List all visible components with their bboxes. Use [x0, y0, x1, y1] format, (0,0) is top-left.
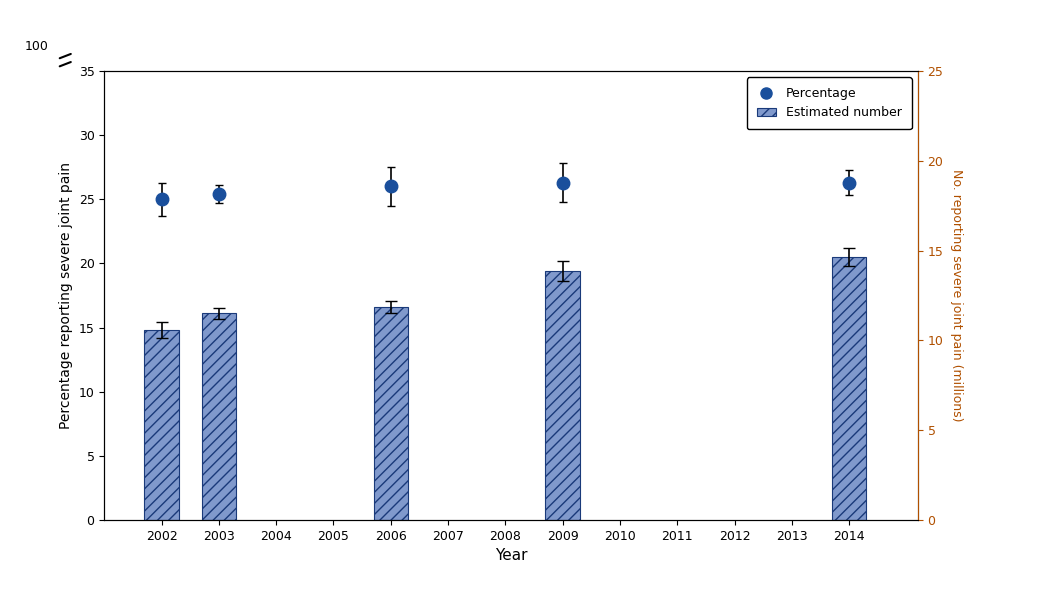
Text: 100: 100 — [25, 40, 49, 53]
Y-axis label: No. reporting severe joint pain (millions): No. reporting severe joint pain (million… — [950, 169, 963, 422]
Bar — [832, 257, 867, 520]
X-axis label: Year: Year — [494, 548, 528, 563]
Bar — [545, 271, 580, 520]
Bar — [373, 307, 408, 520]
Legend: Percentage, Estimated number: Percentage, Estimated number — [747, 77, 912, 129]
Bar — [144, 330, 178, 520]
Y-axis label: Percentage reporting severe joint pain: Percentage reporting severe joint pain — [59, 162, 73, 429]
Bar — [201, 313, 236, 520]
